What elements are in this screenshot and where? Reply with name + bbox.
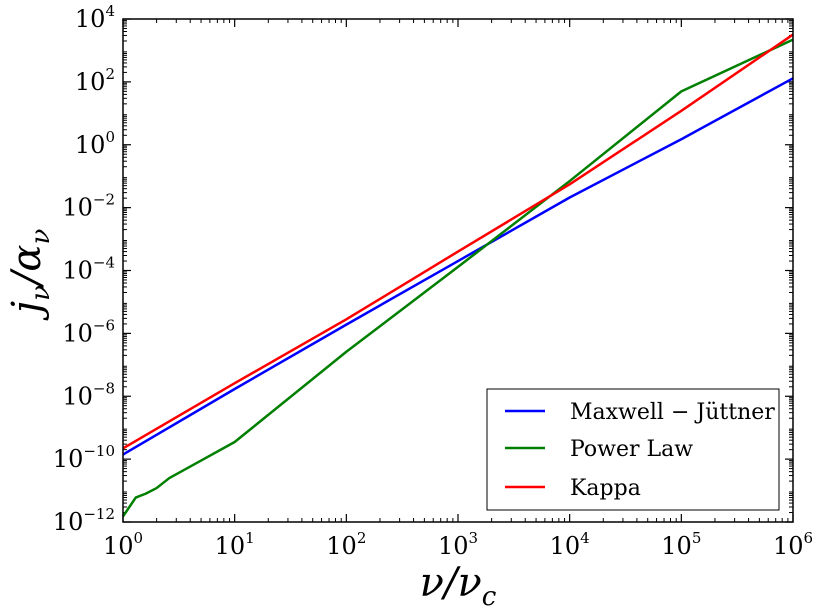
x-tick-exp: 6 <box>804 529 814 547</box>
x-tick-exp: 3 <box>469 529 479 547</box>
y-tick-label: 102 <box>75 65 115 96</box>
series-lines <box>121 33 794 518</box>
x-tick-base: 10 <box>661 532 692 560</box>
legend-label-maxwell-juttner: Maxwell − Jüttner <box>570 400 775 425</box>
x-tick-base: 10 <box>550 532 581 560</box>
y-axis-label-slash: /α <box>4 245 50 290</box>
x-tick-label: 103 <box>438 529 478 560</box>
legend: Maxwell − Jüttner Power Law Kappa <box>486 388 780 511</box>
y-tick-label: 10−2 <box>62 191 115 222</box>
y-tick-label: 104 <box>75 2 115 33</box>
series-line-kappa <box>122 33 794 450</box>
x-tick-label: 102 <box>326 529 366 560</box>
legend-label-kappa: Kappa <box>570 476 641 501</box>
y-tick-base: 10 <box>62 319 93 347</box>
x-tick-base: 10 <box>773 532 804 560</box>
x-tick-exp: 1 <box>245 529 255 547</box>
y-tick-label: 10−8 <box>62 379 115 410</box>
y-tick-exp: −6 <box>93 316 115 334</box>
x-tick-exp: 5 <box>692 529 702 547</box>
y-tick-label: 10−4 <box>62 254 115 285</box>
y-tick-exp: −2 <box>93 191 115 209</box>
x-axis-label: ν/νc <box>420 560 497 611</box>
series-line-power-law <box>121 38 794 518</box>
y-tick-label: 10−10 <box>53 442 115 473</box>
y-tick-base: 10 <box>75 131 106 159</box>
x-tick-base: 10 <box>103 532 134 560</box>
x-tick-labels: 100 101 102 103 104 105 106 <box>103 529 813 560</box>
y-tick-exp: −8 <box>93 379 115 397</box>
y-tick-base: 10 <box>62 257 93 285</box>
y-tick-base: 10 <box>53 445 84 473</box>
x-tick-label: 105 <box>661 529 701 560</box>
x-tick-base: 10 <box>326 532 357 560</box>
y-tick-exp: −4 <box>93 254 115 272</box>
x-tick-base: 10 <box>215 532 246 560</box>
x-tick-label: 104 <box>550 529 590 560</box>
series-line-maxwell-juttner <box>122 77 794 456</box>
x-tick-label: 106 <box>773 529 813 560</box>
y-tick-base: 10 <box>62 194 93 222</box>
y-tick-exp: 4 <box>105 2 115 20</box>
legend-box <box>486 388 780 511</box>
plot-area-frame <box>122 18 794 523</box>
y-tick-exp: −10 <box>83 442 115 460</box>
y-tick-exp: 0 <box>105 128 115 146</box>
x-axis-label-main: ν/ν <box>420 560 482 606</box>
y-tick-base: 10 <box>62 382 93 410</box>
y-axis-label-j-sub: ν <box>26 285 56 301</box>
x-tick-exp: 4 <box>580 529 590 547</box>
y-axis-label-j: j <box>4 301 50 321</box>
x-tick-label: 100 <box>103 529 143 560</box>
x-tick-label: 101 <box>215 529 255 560</box>
y-tick-base: 10 <box>75 68 106 96</box>
x-axis-label-sub: c <box>482 582 497 611</box>
x-tick-base: 10 <box>438 532 469 560</box>
y-axis-label-a-sub: ν <box>26 229 56 245</box>
y-tick-base: 10 <box>53 508 84 536</box>
y-tick-label: 10−12 <box>53 505 115 536</box>
legend-label-power-law: Power Law <box>570 437 693 462</box>
y-tick-exp: −12 <box>83 505 115 523</box>
x-tick-exp: 0 <box>134 529 144 547</box>
y-tick-label: 100 <box>75 128 115 159</box>
y-tick-exp: 2 <box>105 65 115 83</box>
y-tick-label: 10−6 <box>62 316 115 347</box>
y-axis-label: jν/αν <box>4 229 56 322</box>
y-tick-base: 10 <box>75 5 106 33</box>
x-tick-exp: 2 <box>357 529 367 547</box>
